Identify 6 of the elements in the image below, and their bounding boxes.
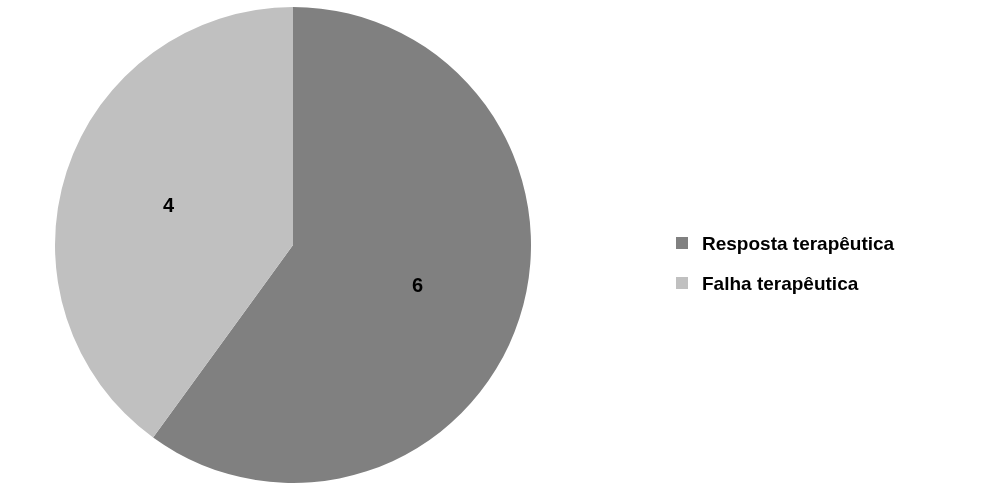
pie-slice — [55, 7, 293, 438]
legend-label: Falha terapêutica — [702, 272, 859, 294]
legend-label: Resposta terapêutica — [702, 232, 895, 254]
pie-slice — [153, 7, 531, 483]
data-label: 4 — [162, 193, 175, 216]
data-label: 6 — [411, 274, 424, 297]
